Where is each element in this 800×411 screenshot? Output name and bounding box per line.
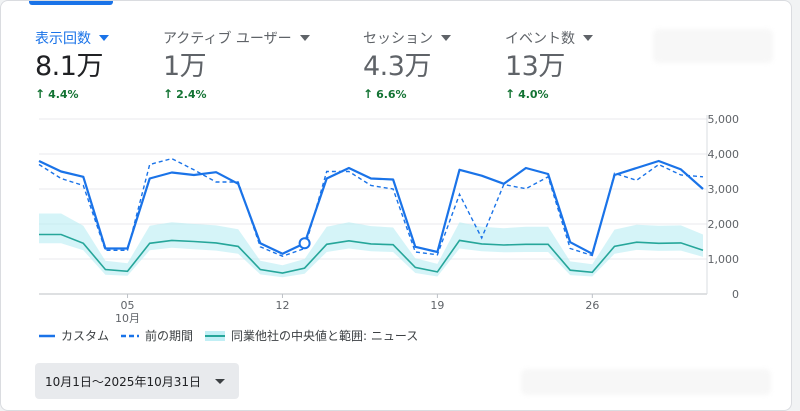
y-tick-label: 1,000 bbox=[708, 253, 740, 266]
metric-header: セッション bbox=[363, 27, 451, 49]
blurred-region bbox=[521, 369, 771, 395]
metric-label: アクティブ ユーザー bbox=[163, 28, 292, 48]
y-tick-label: 3,000 bbox=[708, 183, 740, 196]
legend-label: 前の期間 bbox=[145, 327, 193, 344]
metric-tab-views[interactable]: 表示回数 8.1万 ↑ 4.4% bbox=[35, 27, 109, 101]
dropdown-caret-icon bbox=[300, 35, 310, 41]
arrow-up-icon: ↑ bbox=[363, 87, 373, 101]
date-range-button[interactable]: 10月1日〜2025年10月31日 bbox=[35, 363, 239, 399]
metric-label: 表示回数 bbox=[35, 28, 91, 48]
dashed-line-swatch bbox=[121, 334, 139, 338]
benchmark-range-band bbox=[39, 214, 703, 278]
blurred-region bbox=[653, 29, 773, 63]
legend-label: カスタム bbox=[61, 327, 109, 344]
metric-tab-sessions[interactable]: セッション 4.3万 ↑ 6.6% bbox=[363, 27, 451, 101]
chart-legend: カスタム 前の期間 同業他社の中央値と範囲: ニュース bbox=[39, 327, 430, 344]
metric-change: ↑ 4.0% bbox=[505, 87, 593, 101]
x-tick-label: 12 bbox=[275, 299, 289, 312]
dropdown-caret-icon bbox=[99, 35, 109, 41]
dropdown-caret-icon bbox=[215, 379, 225, 384]
solid-line-swatch bbox=[39, 334, 55, 338]
metric-tab-active-users[interactable]: アクティブ ユーザー 1万 ↑ 2.4% bbox=[163, 27, 310, 101]
date-range-label: 10月1日〜2025年10月31日 bbox=[45, 373, 201, 390]
band-swatch bbox=[205, 330, 225, 342]
metric-value: 8.1万 bbox=[35, 49, 109, 85]
arrow-up-icon: ↑ bbox=[35, 87, 45, 101]
metric-value: 1万 bbox=[163, 49, 310, 85]
metric-change: ↑ 6.6% bbox=[363, 87, 451, 101]
metric-header: イベント数 bbox=[505, 27, 593, 49]
x-tick-label: 26 bbox=[585, 299, 599, 312]
metric-header: アクティブ ユーザー bbox=[163, 27, 310, 49]
x-tick-label: 05 bbox=[121, 299, 135, 312]
x-month-label: 10月 bbox=[115, 312, 140, 323]
metric-change: ↑ 4.4% bbox=[35, 87, 109, 101]
legend-item-custom: カスタム bbox=[39, 327, 109, 344]
legend-label: 同業他社の中央値と範囲: ニュース bbox=[231, 327, 418, 344]
x-tick-label: 19 bbox=[430, 299, 444, 312]
arrow-up-icon: ↑ bbox=[163, 87, 173, 101]
legend-item-benchmark: 同業他社の中央値と範囲: ニュース bbox=[205, 327, 418, 344]
y-tick-label: 5,000 bbox=[708, 113, 740, 126]
highlight-point bbox=[300, 238, 310, 248]
legend-item-previous: 前の期間 bbox=[121, 327, 193, 344]
active-tab-indicator bbox=[29, 1, 113, 5]
metric-tab-events[interactable]: イベント数 13万 ↑ 4.0% bbox=[505, 27, 593, 101]
dropdown-caret-icon bbox=[441, 35, 451, 41]
metric-header: 表示回数 bbox=[35, 27, 109, 49]
arrow-up-icon: ↑ bbox=[505, 87, 515, 101]
metric-label: セッション bbox=[363, 28, 433, 48]
y-tick-label: 4,000 bbox=[708, 148, 740, 161]
y-tick-label: 2,000 bbox=[708, 218, 740, 231]
metric-change-value: 4.4% bbox=[48, 88, 79, 101]
metric-change-value: 2.4% bbox=[176, 88, 207, 101]
metric-change: ↑ 2.4% bbox=[163, 87, 310, 101]
dropdown-caret-icon bbox=[583, 35, 593, 41]
line-chart: 5,000 4,000 3,000 2,000 1,000 0 05 12 19 26 10月 bbox=[1, 101, 792, 323]
y-tick-label: 0 bbox=[732, 288, 739, 301]
metric-label: イベント数 bbox=[505, 28, 575, 48]
metric-value: 4.3万 bbox=[363, 49, 451, 85]
metric-change-value: 6.6% bbox=[376, 88, 407, 101]
metric-value: 13万 bbox=[505, 49, 593, 85]
metric-change-value: 4.0% bbox=[518, 88, 549, 101]
